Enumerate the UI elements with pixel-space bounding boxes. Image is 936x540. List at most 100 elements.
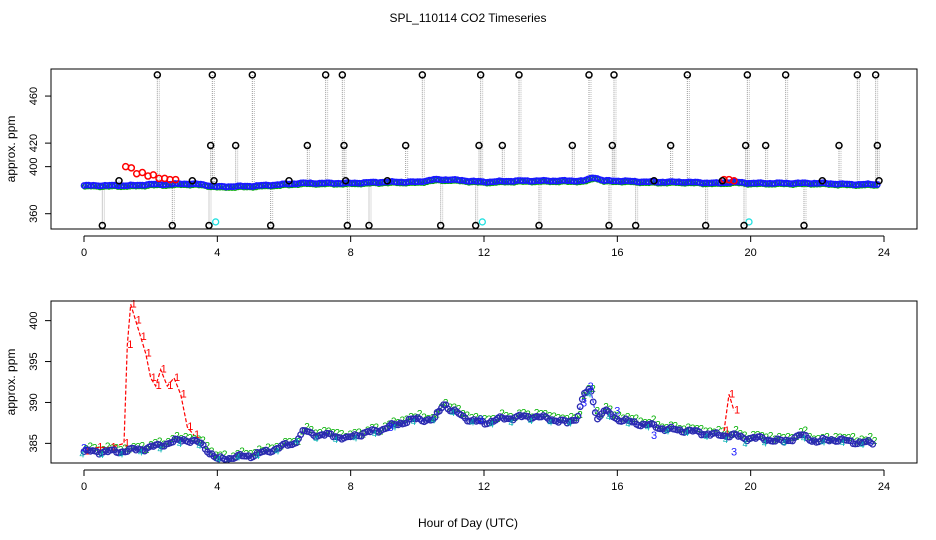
top-black-point (818, 177, 827, 185)
series-1-label: 1 (734, 405, 740, 417)
series-4-label: 4 (684, 428, 689, 438)
bottom-circle-point (535, 413, 543, 421)
series-1-label: 1 (124, 437, 130, 449)
series-4-label: 4 (372, 429, 377, 439)
series-4-label: 4 (723, 435, 728, 445)
series-1-label: 1 (156, 380, 162, 392)
top-black-point (740, 221, 748, 230)
top-x-tick-label: 4 (214, 247, 220, 259)
top-black-point (568, 141, 577, 150)
series-4-label: 4 (645, 422, 650, 432)
series-4-label: 4 (118, 450, 123, 460)
series-4-label: 4 (859, 440, 864, 450)
top-y-tick-label: 420 (28, 134, 40, 152)
series-4-label: 4 (567, 418, 572, 428)
series-1-label: 1 (136, 315, 142, 327)
series-4-label: 4 (99, 450, 104, 460)
bottom-circle-point (591, 409, 599, 417)
top-green-point (81, 183, 89, 190)
series-4-label: 4 (196, 441, 201, 451)
bottom-circle-point (225, 455, 233, 462)
series-1-label: 1 (174, 372, 180, 384)
bottom-circle-point (344, 433, 352, 441)
series-1-label: 1 (146, 347, 152, 359)
series-4-label: 4 (430, 415, 435, 425)
top-black-point (741, 141, 750, 150)
top-black-point (605, 221, 613, 230)
bottom-circle-point (286, 441, 294, 449)
series-1-label: 1 (181, 388, 187, 400)
top-black-point (781, 71, 790, 79)
top-panel-frame (50, 68, 918, 230)
series-2-label: 2 (499, 408, 505, 419)
bottom-x-tick-label: 8 (348, 481, 354, 493)
series-4-label: 4 (391, 423, 396, 433)
bottom-x-tick-label: 20 (745, 481, 757, 493)
bottom-y-axis-label: approx. ppm (4, 349, 18, 416)
top-black-point (498, 141, 507, 150)
top-black-point (188, 177, 197, 185)
top-red-point (730, 177, 738, 185)
series-2-label: 2 (417, 409, 423, 420)
bottom-circle-point (503, 415, 510, 423)
top-black-point (98, 221, 107, 230)
top-black-point (153, 71, 162, 79)
series-3-label: 3 (581, 397, 587, 409)
series-2-label: 2 (339, 429, 345, 440)
top-red-point (171, 175, 180, 184)
series-2-label: 2 (439, 403, 445, 414)
top-black-point (761, 141, 770, 150)
series-1-label: 1 (141, 331, 147, 343)
top-panel-marks (80, 71, 883, 230)
series-2-label: 2 (872, 436, 878, 447)
series-4-label: 4 (586, 389, 591, 399)
bottom-circle-point (576, 403, 584, 411)
series-4-label: 4 (255, 451, 260, 461)
series-4-label: 4 (235, 452, 240, 462)
bottom-x-tick-label: 4 (214, 481, 220, 493)
top-y-tick-label: 400 (28, 157, 40, 175)
series-3-label: 3 (478, 414, 484, 426)
top-black-point (340, 141, 348, 150)
series-4-label: 4 (274, 446, 279, 456)
series-2-label: 2 (88, 441, 94, 452)
bottom-circle-point (784, 437, 792, 445)
series-3-label: 3 (651, 430, 657, 442)
bottom-circle-point (700, 431, 708, 438)
top-red-point (149, 171, 158, 179)
series-4-label: 4 (411, 417, 416, 427)
series-4-label: 4 (703, 432, 708, 442)
series-3-label: 3 (81, 442, 87, 454)
top-black-point (853, 71, 862, 79)
series-3-label: 3 (614, 406, 620, 418)
top-black-point (343, 221, 352, 230)
series-1-label: 1 (724, 425, 730, 437)
series-2-label: 2 (222, 450, 228, 461)
top-black-point (835, 141, 843, 150)
series-4-label: 4 (177, 439, 182, 449)
top-black-point (338, 71, 347, 79)
bottom-circle-point (82, 446, 90, 454)
bottom-circle-point (795, 431, 803, 439)
top-black-point (341, 177, 350, 185)
series-4-label: 4 (528, 416, 533, 426)
top-black-point (701, 221, 710, 230)
series-4-label: 4 (742, 439, 747, 449)
x-axis-label: Hour of Day (UTC) (418, 516, 518, 530)
series-4-label: 4 (313, 434, 318, 444)
series-2-label: 2 (803, 426, 809, 437)
bottom-y-tick-label: 385 (28, 434, 40, 452)
series-3-label: 3 (731, 447, 737, 459)
series-4-label: 4 (801, 433, 806, 443)
series-4-label: 4 (781, 438, 786, 448)
top-black-point (743, 71, 752, 79)
bottom-y-tick-label: 390 (28, 393, 40, 411)
top-black-point (515, 71, 523, 79)
top-x-tick-label: 20 (745, 247, 757, 259)
bottom-x-tick-label: 12 (478, 481, 490, 493)
top-y-tick-label: 460 (28, 87, 40, 105)
bottom-panel-marks: 2222222222222222222222222222222222222222… (79, 298, 877, 465)
top-cyan-point (212, 218, 220, 226)
top-red-point (127, 164, 136, 172)
